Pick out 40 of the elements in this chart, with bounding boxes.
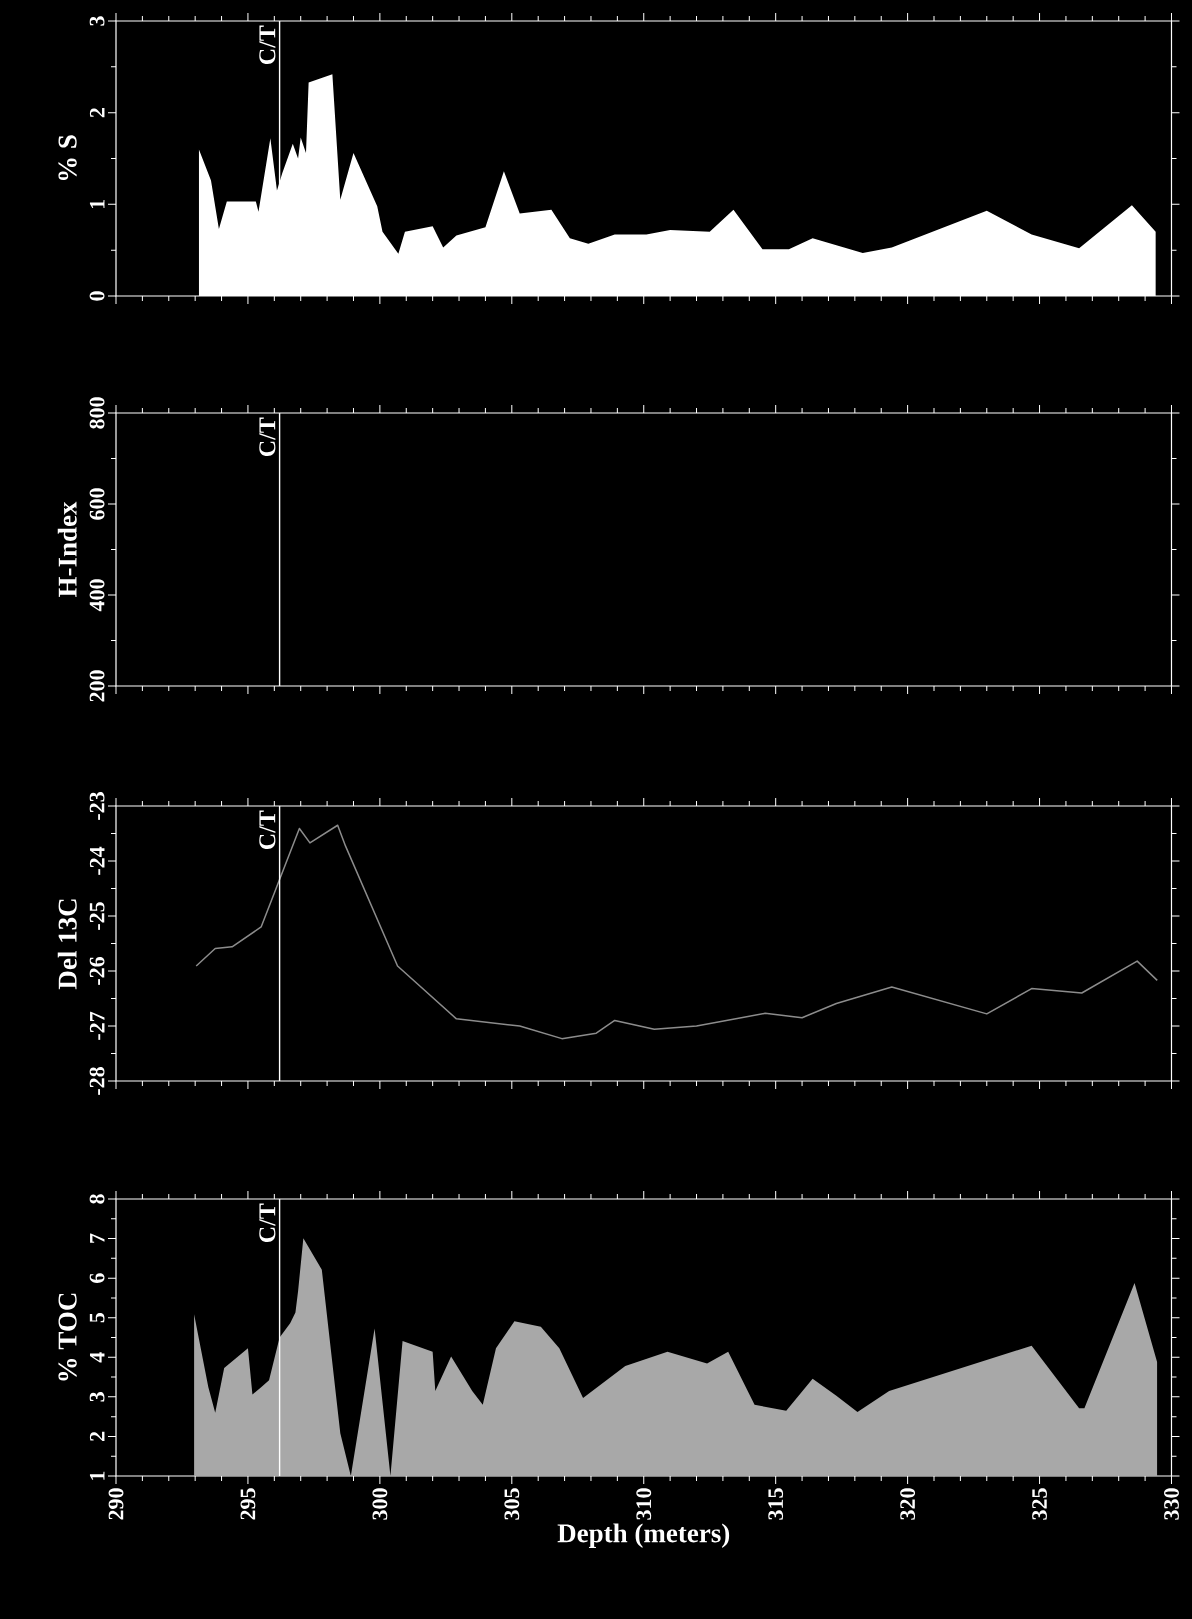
y-tick-label: -25 bbox=[89, 902, 105, 930]
y-axis-title: Del 13C bbox=[57, 899, 77, 990]
ref-line-label: C/T bbox=[259, 1203, 276, 1243]
y-axis-title: H-Index bbox=[57, 501, 77, 598]
y-tick-label: 200 bbox=[89, 670, 105, 702]
y-tick-label: -28 bbox=[89, 1067, 105, 1095]
y-tick-label: -26 bbox=[89, 956, 105, 985]
x-tick-label: 325 bbox=[1031, 1488, 1047, 1520]
x-tick-label: 300 bbox=[372, 1488, 388, 1520]
x-tick-label: 305 bbox=[504, 1488, 519, 1520]
ref-line-label: C/T bbox=[259, 810, 276, 850]
y-tick-label: 2 bbox=[89, 1431, 105, 1441]
ref-line-label: C/T bbox=[259, 25, 276, 65]
y-tick-label: -24 bbox=[89, 846, 105, 875]
y-tick-label: 2 bbox=[89, 108, 105, 118]
y-tick-label: 400 bbox=[89, 579, 105, 612]
x-axis-title: Depth (meters) bbox=[557, 1523, 729, 1548]
y-axis-title: % S bbox=[58, 135, 77, 181]
y-tick-label: 8 bbox=[89, 1194, 105, 1204]
y-tick-label: 0 bbox=[89, 291, 105, 301]
x-tick-label: 290 bbox=[108, 1488, 124, 1520]
y-axis-title: % TOC bbox=[58, 1293, 77, 1381]
ref-line-label: C/T bbox=[259, 417, 276, 457]
x-tick-label: 310 bbox=[636, 1488, 651, 1520]
y-tick-label: 6 bbox=[89, 1273, 105, 1283]
y-tick-label: 3 bbox=[89, 1392, 105, 1402]
y-tick-label: 4 bbox=[89, 1352, 105, 1363]
y-tick-label: 7 bbox=[89, 1233, 105, 1243]
y-tick-label: 1 bbox=[89, 1471, 105, 1480]
y-tick-label: 600 bbox=[89, 488, 105, 520]
x-tick-label: 320 bbox=[899, 1488, 915, 1520]
x-tick-label: 315 bbox=[768, 1488, 783, 1520]
y-tick-label: 3 bbox=[89, 16, 105, 26]
y-tick-label: -23 bbox=[89, 792, 105, 820]
y-tick-label: -27 bbox=[89, 1011, 105, 1040]
x-tick-label: 295 bbox=[240, 1488, 256, 1520]
x-tick-label: 330 bbox=[1163, 1488, 1179, 1520]
y-tick-label: 800 bbox=[89, 397, 105, 429]
y-tick-label: 5 bbox=[89, 1313, 105, 1323]
y-tick-label: 1 bbox=[89, 199, 105, 209]
